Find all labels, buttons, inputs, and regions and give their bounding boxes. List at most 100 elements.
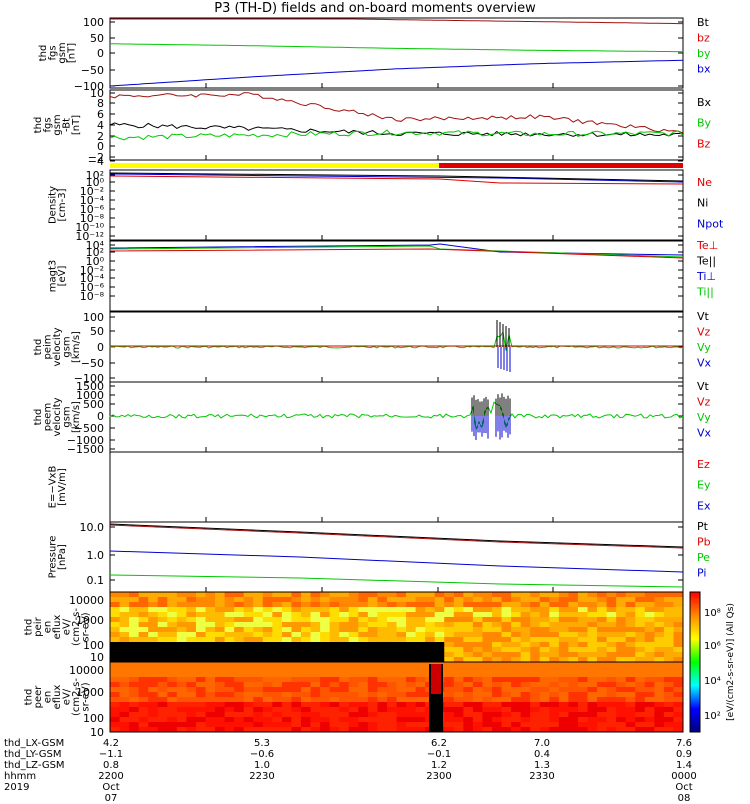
ylabel-density: Density — [47, 186, 58, 224]
colorbar-tick: 10⁶ — [704, 641, 721, 652]
ytick-ve: −500 — [74, 422, 104, 435]
ytick-ele_spec: 10 — [90, 726, 104, 739]
ytick-fgs_dt: 0 — [97, 140, 104, 153]
ylabel-ve: gsm — [62, 406, 73, 427]
legend-fgs-bz: bz — [697, 32, 710, 45]
ylabel-ion_spec: en — [43, 621, 54, 634]
xaxis-value: Oct 08 — [675, 782, 693, 804]
ylabel-density: [cm-3] — [57, 188, 68, 221]
legend-ve-vy: Vy — [697, 411, 711, 424]
ytick-fgs_dt: 4 — [97, 119, 104, 132]
ylabel-fgs: fgs — [47, 45, 58, 60]
line-ve-green — [109, 401, 684, 432]
ytick-vi: 50 — [90, 325, 104, 338]
legend-efield-ey: Ey — [697, 479, 711, 492]
ytick-temp: 10⁻⁸ — [80, 290, 105, 303]
legend-vi-vz: Vz — [697, 326, 711, 339]
ytick-density: 10⁻¹² — [75, 230, 104, 243]
ylabel-pressure: [nPa] — [57, 544, 68, 570]
ytick-vi: −100 — [74, 372, 104, 385]
ytick-fgs_dt: 8 — [97, 97, 104, 110]
ylabel-fgs_dt: fgs — [43, 117, 54, 132]
ylabel-ion_spec: thd — [24, 619, 35, 636]
ytick-ve: 1500 — [76, 380, 104, 393]
ytick-density: 10⁻⁴ — [80, 194, 105, 207]
ylabel-ve: [km/s] — [71, 401, 82, 433]
ytick-pressure: 0.1 — [87, 574, 105, 587]
ylabel-vi: velocity — [52, 327, 63, 366]
ytick-vi: 100 — [83, 311, 104, 324]
ytick-density: 10⁻⁸ — [80, 212, 105, 225]
ylabel-ele_spec: eV/ — [62, 688, 73, 705]
xaxis-value: 4.2 — [103, 738, 119, 749]
ylabel-fgs: gsm — [57, 42, 68, 63]
ylabel-efield: E=−VxB — [47, 466, 58, 509]
ylabel-fgs_dt: thd — [33, 117, 44, 134]
legend-pressure-pi: Pi — [697, 567, 706, 580]
xaxis-value: 0.9 — [676, 749, 692, 760]
ytick-temp: 10⁴ — [86, 239, 105, 252]
panel-frame-density — [109, 169, 684, 241]
xaxis-row-name: thd_LY-GSM — [4, 749, 62, 760]
colorbar-label: [eV/(cm2-s-sr-eV)] (All Qs) — [726, 603, 736, 721]
ylabel-ve: velocity — [52, 397, 63, 436]
line-pi — [109, 550, 684, 573]
xaxis-value: 7.0 — [534, 738, 550, 749]
xaxis-row-name: thd_LZ-GSM — [4, 760, 65, 771]
legend-density-ne: Ne — [697, 176, 712, 189]
ytick-temp: 10⁻⁴ — [80, 272, 105, 285]
chart-title: P3 (TH-D) fields and on-board moments ov… — [214, 1, 536, 16]
ytick-fgs_dt: 6 — [97, 108, 104, 121]
ylabel-ele_spec: en — [43, 691, 54, 704]
ytick-ion_spec: 100 — [83, 639, 104, 652]
ytick-density: 10⁰ — [86, 176, 105, 189]
ylabel-ion_spec: (cm2-s- — [71, 608, 82, 646]
colorbar — [689, 591, 701, 733]
ylabel-ion_spec: eV/ — [62, 618, 73, 635]
xaxis-row-name: 2019 — [4, 782, 30, 793]
ytick-temp: 10² — [86, 246, 104, 259]
legend-temp-te||: Te|| — [696, 255, 716, 268]
xaxis-value: 7.6 — [676, 738, 692, 749]
ytick-fgs_dt: −2 — [88, 151, 104, 164]
panel-frame-pressure — [109, 521, 684, 593]
legend-density-npot: Npot — [697, 217, 724, 230]
panel-frame-temp — [109, 240, 684, 312]
ytick-ve: −1500 — [67, 443, 104, 456]
data-gap-top — [431, 664, 441, 694]
xaxis-value: 0.8 — [103, 760, 119, 771]
legend-fgs-bt: Bt — [697, 16, 710, 29]
ytick-pressure: 1.0 — [87, 549, 105, 562]
legend-temp-ti||: Ti|| — [696, 286, 714, 299]
ytick-density: 10² — [86, 169, 104, 182]
ylabel-fgs_dt: gsm — [52, 114, 63, 135]
legend-vi-vy: Vy — [697, 341, 711, 354]
legend-efield-ex: Ex — [697, 499, 711, 512]
legend-fgs_dt-bx: Bx — [697, 96, 712, 109]
legend-density-ni: Ni — [697, 197, 708, 210]
ytick-temp: 10⁻² — [80, 264, 104, 277]
panel-frame-efield — [109, 451, 684, 523]
ytick-ele_spec: 1000 — [76, 686, 104, 699]
ytick-density: 10⁻² — [80, 185, 104, 198]
xaxis-value: 0000 — [671, 771, 697, 782]
xaxis-value: 2300 — [426, 771, 452, 782]
xaxis-value: 1.0 — [254, 760, 270, 771]
ytick-density: 10⁻⁶ — [80, 203, 105, 216]
ylabel-temp: magt3 — [47, 260, 58, 293]
ylabel-efield: [mV/m] — [57, 468, 68, 506]
line-dby — [109, 129, 684, 141]
ytick-temp: 10⁻⁶ — [80, 281, 105, 294]
legend-ve-vt: Vt — [697, 380, 710, 393]
ytick-ve: 1000 — [76, 389, 104, 402]
spec-frame — [109, 661, 684, 733]
ylabel-ele_spec: (cm2-s- — [71, 678, 82, 716]
ylabel-vi: thd — [33, 339, 44, 356]
xaxis-value: 2230 — [249, 771, 275, 782]
line-npot — [109, 173, 684, 183]
line-ni — [109, 172, 684, 182]
line-bt — [110, 18, 683, 25]
ylabel-fgs_dt: -Bt — [62, 118, 73, 132]
line-pt — [109, 523, 684, 548]
